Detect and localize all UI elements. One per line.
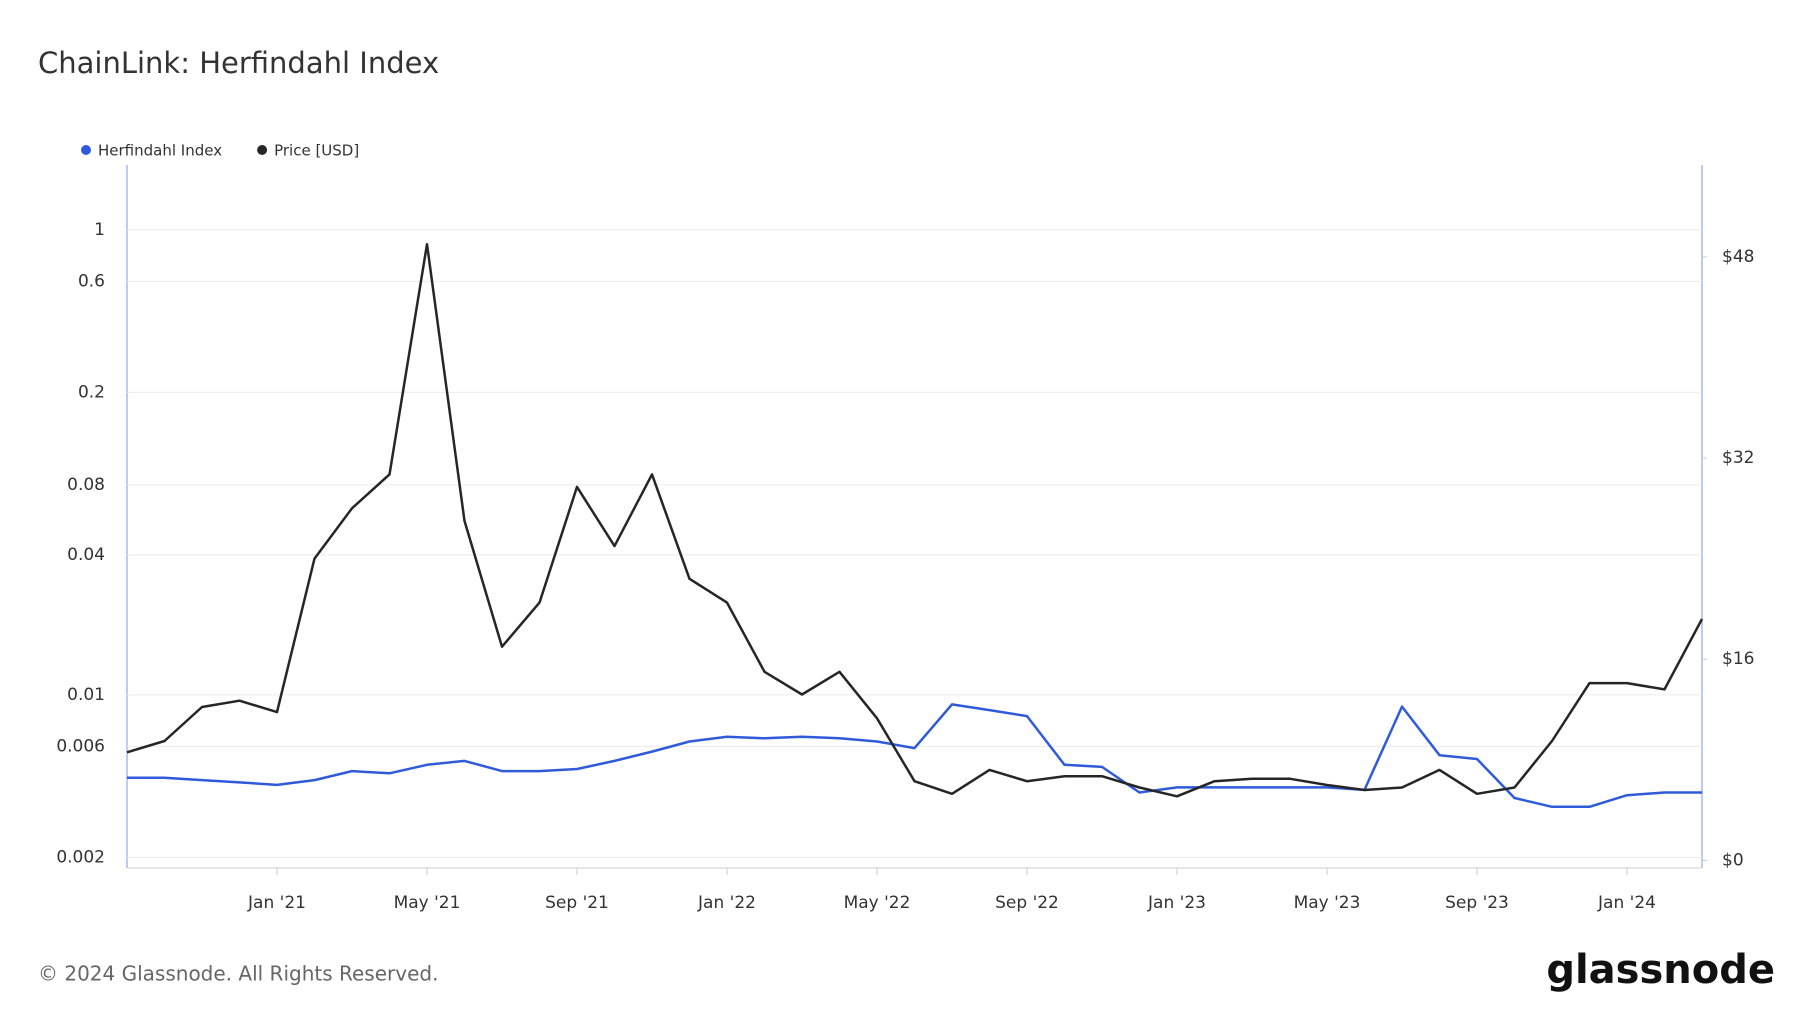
y2-tick-label: $16 bbox=[1722, 649, 1754, 669]
y-tick-label: 1 bbox=[94, 220, 105, 240]
legend-label: Price [USD] bbox=[274, 142, 359, 160]
y-tick-label: 0.08 bbox=[67, 475, 105, 495]
y-tick-label: 0.01 bbox=[67, 685, 105, 705]
legend-label: Herfindahl Index bbox=[98, 142, 222, 160]
y2-tick-label: $48 bbox=[1722, 247, 1754, 267]
x-tick-label: Jan '24 bbox=[1597, 893, 1656, 913]
y-tick-label: 0.002 bbox=[56, 847, 105, 867]
x-tick-label: May '21 bbox=[394, 893, 461, 913]
footer: © 2024 Glassnode. All Rights Reserved. bbox=[38, 962, 438, 986]
series-line bbox=[127, 703, 1702, 809]
y-tick-label: 0.2 bbox=[78, 382, 105, 402]
x-tick-label: Sep '23 bbox=[1445, 893, 1509, 913]
x-tick-label: Sep '22 bbox=[995, 893, 1059, 913]
logo: glassnode bbox=[1546, 947, 1775, 993]
legend-marker bbox=[257, 145, 268, 155]
chart-title: ChainLink: Herfindahl Index bbox=[38, 46, 439, 80]
y-tick-label: 0.6 bbox=[78, 271, 105, 291]
y-tick-label: 0.006 bbox=[56, 736, 105, 756]
x-tick-label: Jan '23 bbox=[1147, 893, 1206, 913]
x-tick-label: Jan '21 bbox=[247, 893, 306, 913]
y2-tick-label: $32 bbox=[1722, 448, 1754, 468]
y-tick-label: 0.04 bbox=[67, 545, 105, 565]
legend-marker bbox=[81, 145, 91, 155]
x-tick-label: May '23 bbox=[1294, 893, 1361, 913]
x-tick-label: Jan '22 bbox=[697, 893, 756, 913]
x-tick-label: Sep '21 bbox=[545, 893, 609, 913]
y2-tick-label: $0 bbox=[1722, 850, 1744, 870]
x-tick-label: May '22 bbox=[844, 893, 911, 913]
series-line bbox=[126, 242, 1704, 798]
